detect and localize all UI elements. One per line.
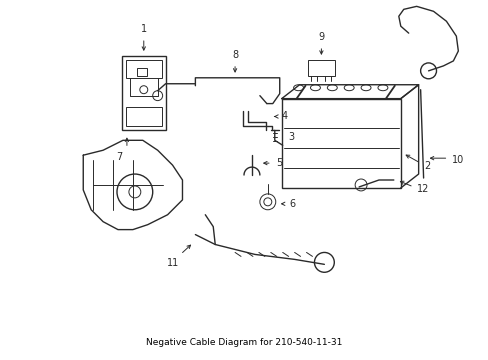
Bar [126,107,162,126]
Text: 2: 2 [424,161,430,171]
Text: 4: 4 [281,112,287,121]
Text: 3: 3 [288,132,294,142]
Ellipse shape [293,85,303,91]
Ellipse shape [310,85,320,91]
Ellipse shape [344,85,353,91]
Text: 7: 7 [116,152,122,162]
Bar [126,60,162,78]
Text: 10: 10 [451,155,464,165]
Bar [281,99,400,188]
Bar [307,60,335,76]
Ellipse shape [326,85,337,91]
Text: 8: 8 [231,50,238,60]
Text: 11: 11 [167,258,179,269]
Text: Negative Cable Diagram for 210-540-11-31: Negative Cable Diagram for 210-540-11-31 [145,338,342,347]
Bar [122,56,165,130]
Bar [137,68,146,76]
Text: 1: 1 [141,24,146,34]
Ellipse shape [360,85,370,91]
Text: 9: 9 [318,32,324,42]
Text: 5: 5 [275,158,282,168]
Text: 12: 12 [416,184,428,194]
Ellipse shape [377,85,387,91]
Text: 6: 6 [289,199,295,209]
